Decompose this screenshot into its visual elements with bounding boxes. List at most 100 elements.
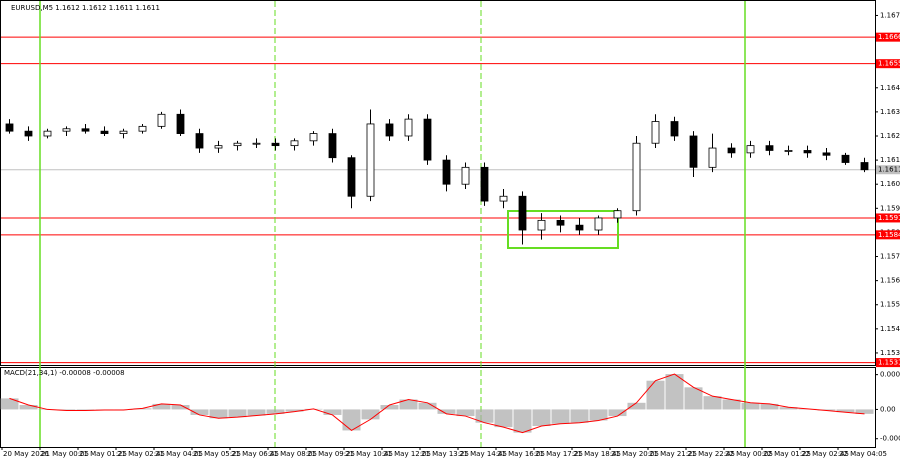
macd-bar [19,405,38,410]
macd-bar [760,403,779,410]
macd-bar [228,409,247,418]
level-label: 1.1655 [878,60,900,68]
candle-body [442,159,451,185]
y-tick-label: 0.00 [880,405,896,413]
candle-body [347,157,356,197]
candle-body [594,217,603,231]
x-tick-label: 21 May 02:45 [117,450,165,458]
macd-bar [570,409,589,423]
macd-bar [551,409,570,424]
macd-bar [741,402,760,410]
x-tick-label: 21 May 04:05 [155,450,203,458]
y-tick-label: 1.1535 [880,349,900,357]
x-tick-label: 21 May 20:05 [611,450,659,458]
macd-bar [361,409,380,420]
candle-body [5,123,14,132]
x-tick-label: 21 May 01:25 [79,450,127,458]
y-tick-label: 1.1545 [880,325,900,333]
candle-body [309,133,318,142]
macd-bar [589,409,608,421]
level-label: 1.1584 [878,231,900,239]
candle-body [518,195,527,231]
x-tick-label: 21 May 12:05 [383,450,431,458]
macd-bar [342,409,361,431]
x-tick-label: 21 May 16:05 [497,450,545,458]
x-tick-label: 21 May 09:25 [307,450,355,458]
signal-line [9,373,865,434]
macd-bar [475,409,494,423]
x-tick-label: 21 May 08:05 [269,450,317,458]
x-tick-label: 22 May 02:45 [801,450,849,458]
candle-body [651,121,660,144]
macd-bar [0,398,19,410]
candle-body [233,142,242,147]
candle-body [727,147,736,154]
x-tick-label: 21 May 18:45 [573,450,621,458]
candle-body [119,130,128,134]
macd-bar [836,409,855,413]
candle-body [499,195,508,202]
candle-body [423,118,432,161]
main-panel [0,0,876,366]
candle-body [290,140,299,147]
macd-bar [532,409,551,427]
x-tick-label: 21 May 14:45 [459,450,507,458]
y-tick-label: 0.00063 [880,371,900,379]
level-tag [876,59,900,69]
candle-body [613,210,622,219]
x-tick-label: 21 May 05:25 [193,450,241,458]
candle-body [176,113,185,134]
candle-body [195,133,204,149]
level-tag [876,165,900,175]
candle-body [138,125,147,132]
macd-bar [437,409,456,414]
macd-bar [418,402,437,410]
x-tick-label: 21 May 13:25 [421,450,469,458]
candle-body [157,113,166,127]
candle-body [385,123,394,137]
macd-title: MACD(21,34,1) -0.00008 -0.00008 [4,369,125,377]
candle-body [214,145,223,149]
x-tick-label: 20 May 2026 [3,450,49,458]
candle-body [860,162,869,171]
macd-bar [817,409,836,411]
macd-bar [665,374,684,410]
y-tick-label: 1.1615 [880,156,900,164]
macd-bar [494,409,513,428]
macd-bar [152,403,171,410]
level-tag [876,32,900,42]
x-tick-label: 21 May 17:25 [535,450,583,458]
candle-body [62,128,71,132]
x-tick-label: 21 May 22:45 [687,450,735,458]
y-tick-label: 1.1675 [880,11,900,19]
macd-bar [171,405,190,410]
candle-body [366,123,375,197]
macd-bar [722,399,741,410]
candle-body [670,121,679,137]
candle-body [556,219,565,226]
candle-body [575,224,584,231]
macd-bar [323,409,342,415]
y-tick-label: 1.1605 [880,180,900,188]
y-tick-label: 1.1635 [880,108,900,116]
level-tag [876,230,900,240]
y-tick-label: 1.1645 [880,84,900,92]
x-tick-label: 21 May 10:45 [345,450,393,458]
candle-body [765,145,774,151]
candle-body [461,166,470,185]
macd-bar [76,409,95,411]
y-tick-label: 1.1575 [880,253,900,261]
y-tick-label: -0.00053 [880,435,900,443]
macd-bar [209,409,228,419]
candle-body [803,150,812,154]
level-tag [876,358,900,368]
candle-body [328,133,337,159]
candle-body [252,142,261,145]
x-tick-label: 21 May 00:05 [41,450,89,458]
macd-bar [399,399,418,410]
x-tick-label: 22 May 01:25 [763,450,811,458]
level-label: 1.1666 [878,33,900,41]
